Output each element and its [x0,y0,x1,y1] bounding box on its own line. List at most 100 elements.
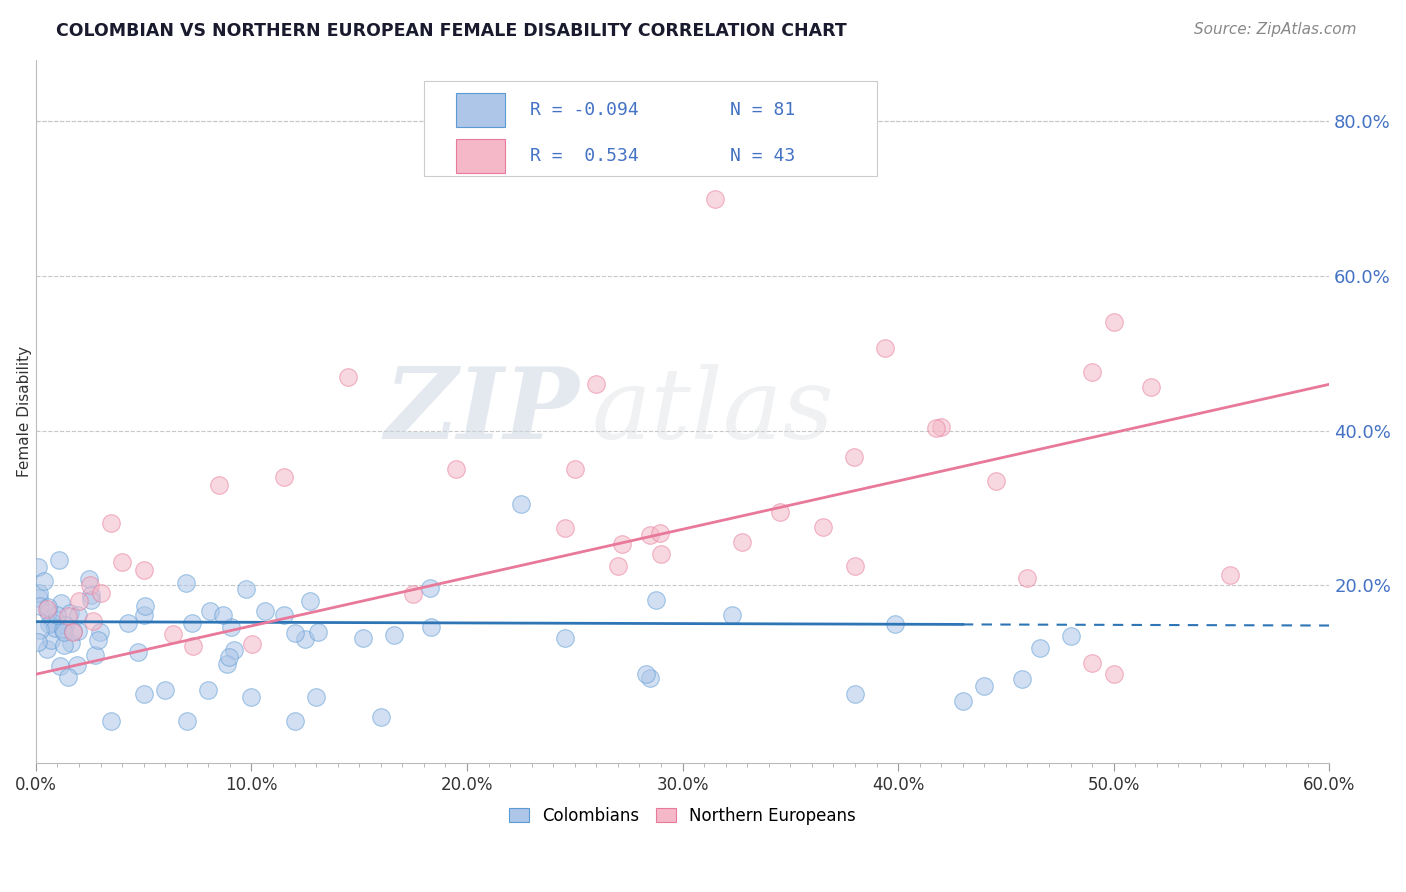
Point [648,525,671,540]
Point [844,559,866,574]
Point [610,537,633,551]
Point [645,592,668,607]
Point [59,636,82,650]
Point [218,650,240,665]
Point [48,552,70,566]
Point [446,462,468,476]
Text: ZIP: ZIP [384,363,579,459]
Point [35,641,58,656]
Point [127,645,149,659]
Point [28,586,51,600]
Text: N = 43: N = 43 [731,147,796,165]
Point [132,687,155,701]
Point [52,622,75,636]
Point [844,687,866,701]
Point [240,690,263,705]
Point [1059,629,1081,643]
Point [564,462,586,476]
Point [1011,672,1033,686]
Point [307,625,329,640]
Point [87,632,110,647]
Point [235,582,257,596]
Point [32,574,55,588]
Text: R = -0.094: R = -0.094 [530,102,638,120]
Point [352,632,374,646]
Point [80,592,103,607]
Point [925,421,948,435]
Point [721,608,744,623]
Point [44,613,66,627]
Point [176,714,198,728]
Point [731,535,754,549]
Point [100,714,122,728]
Point [273,470,295,484]
Point [30,599,52,614]
Point [100,516,122,531]
Point [640,528,662,542]
Point [222,643,245,657]
Point [89,624,111,639]
Point [181,615,204,630]
Point [973,679,995,693]
Text: atlas: atlas [592,364,835,459]
Point [554,631,576,645]
Point [402,587,425,601]
Text: R =  0.534: R = 0.534 [530,147,638,165]
Point [62,625,84,640]
Point [53,624,76,639]
Point [884,616,907,631]
Point [35,601,58,615]
Point [65,657,87,672]
Point [197,682,219,697]
Point [811,520,834,534]
Point [134,607,156,622]
Point [46,607,69,622]
Point [638,671,661,685]
Point [162,627,184,641]
FancyBboxPatch shape [425,80,876,176]
Point [1102,667,1125,681]
Point [294,632,316,646]
Point [53,617,76,632]
Point [1102,315,1125,329]
Point [38,616,60,631]
Point [117,615,139,630]
Point [181,639,204,653]
Point [56,670,79,684]
Point [82,615,104,629]
Y-axis label: Female Disability: Female Disability [17,346,32,477]
Point [174,576,197,591]
Point [79,578,101,592]
Point [284,626,307,640]
Point [585,377,607,392]
Point [1219,568,1241,582]
Point [873,341,896,355]
Point [52,638,75,652]
Point [132,563,155,577]
Point [41,633,63,648]
Point [49,596,72,610]
Point [1081,656,1104,670]
Point [768,505,790,519]
Point [27,559,49,574]
Point [208,478,231,492]
Text: COLOMBIAN VS NORTHERN EUROPEAN FEMALE DISABILITY CORRELATION CHART: COLOMBIAN VS NORTHERN EUROPEAN FEMALE DI… [56,22,846,40]
Point [200,604,222,618]
Point [212,608,235,623]
Point [510,497,533,511]
Text: Source: ZipAtlas.com: Source: ZipAtlas.com [1194,22,1357,37]
Point [254,604,277,618]
Point [27,635,49,649]
Point [155,682,177,697]
Point [337,369,360,384]
Point [273,607,295,622]
Point [66,624,89,638]
Point [66,608,89,623]
Point [382,628,405,642]
Point [59,606,82,620]
Point [298,594,321,608]
Point [419,620,441,634]
Point [952,694,974,708]
Point [240,637,263,651]
Point [84,648,107,662]
